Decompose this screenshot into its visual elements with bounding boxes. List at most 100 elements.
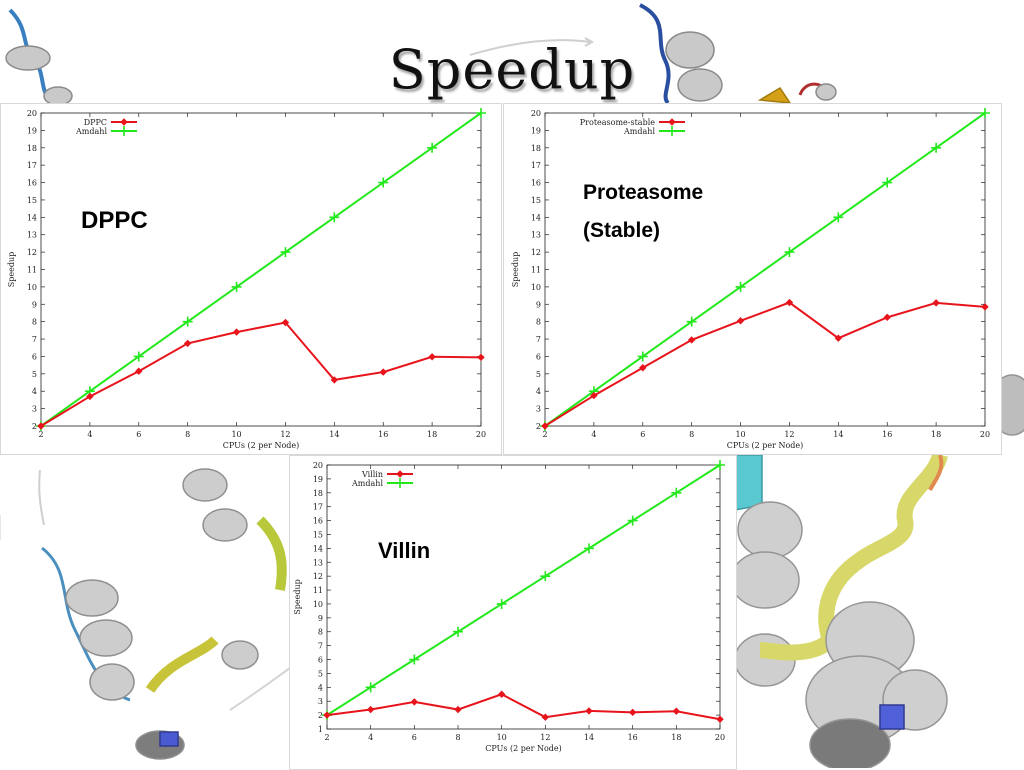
molecule-decoration-top-right [639,3,837,105]
series-amdahl [540,108,990,431]
legend-label: Villin [361,470,383,479]
x-axis-title: CPUs (2 per Node) [485,744,562,753]
data-point [932,299,940,307]
y-tick-label: 13 [27,231,37,240]
x-tick-label: 4 [591,430,596,439]
series-dppc [37,318,485,430]
data-point [329,212,340,223]
overlay-label-line: Villin [378,538,431,563]
molecule-decoration-bottom-left [41,468,287,760]
data-point [687,336,696,344]
x-axis-title: CPUs (2 per Node) [727,441,804,450]
y-tick-label: 12 [531,248,541,257]
x-tick-label: 20 [980,430,990,439]
data-point [497,690,506,698]
x-tick-label: 12 [280,430,290,439]
y-tick-label: 16 [27,179,37,188]
y-tick-label: 18 [531,144,541,153]
x-tick-label: 16 [628,733,638,742]
y-tick-label: 18 [27,144,37,153]
y-tick-label: 18 [313,489,323,498]
legend-label: Proteasome-stable [580,118,655,127]
y-tick-label: 17 [313,503,323,512]
plot-frame [326,464,721,730]
x-tick-label: 10 [735,430,745,439]
y-tick-label: 15 [27,196,37,205]
y-tick-label: 9 [318,614,323,623]
data-point [541,713,550,721]
x-tick-label: 6 [412,733,417,742]
y-tick-label: 16 [531,179,541,188]
dppc-overlay-label: DPPC [81,202,148,240]
y-tick-label: 14 [27,213,37,222]
y-tick-label: 3 [32,405,37,414]
y-tick-label: 20 [531,109,541,118]
series-amdahl [36,108,486,431]
y-tick-label: 2 [536,422,541,431]
x-tick-label: 12 [784,430,794,439]
legend-label: Amdahl [623,127,655,136]
data-point [378,177,389,188]
data-point [396,470,404,478]
y-tick-label: 8 [536,318,541,327]
y-axis-title: Speedup [7,252,16,287]
data-point [476,108,486,118]
series-villin [323,690,724,723]
legend-label: Amdahl [75,127,107,136]
y-tick-label: 6 [318,656,323,665]
data-point [453,626,463,637]
y-tick-label: 6 [536,352,541,361]
data-point [716,715,724,723]
y-tick-label: 10 [27,283,37,292]
x-tick-label: 18 [427,430,437,439]
x-tick-label: 20 [476,430,486,439]
series-line [40,321,482,427]
y-tick-label: 11 [531,266,541,275]
data-point [628,708,637,717]
overlay-label-line: DPPC [81,207,148,234]
x-tick-label: 8 [455,733,460,742]
y-tick-label: 1 [318,725,323,734]
x-tick-label: 18 [931,430,941,439]
overlay-label-line: Proteasome [583,181,704,204]
data-point [672,707,681,715]
y-tick-label: 12 [313,572,323,581]
y-tick-label: 15 [531,196,541,205]
chart-panel-proteasome: 2 4 6 8 10 12 14 16 18 20 2 3 4 5 6 7 8 9 10 11 12 13 14 15 16 17… [503,103,1002,455]
data-point [833,212,844,223]
data-point [585,707,593,715]
x-tick-label: 6 [136,430,141,439]
y-tick-label: 19 [313,475,323,484]
y-tick-label: 17 [531,161,541,170]
data-point [366,705,375,714]
data-point [981,303,989,311]
data-point [785,298,794,307]
y-tick-label: 20 [27,109,37,118]
data-point [667,126,677,136]
x-tick-label: 16 [882,430,892,439]
proteasome-overlay-label: Proteasome (Stable) [583,174,703,250]
data-point [428,353,436,361]
x-tick-label: 10 [231,430,241,439]
data-point [119,126,129,136]
y-tick-label: 9 [536,300,541,309]
x-tick-label: 2 [38,430,43,439]
series-line [326,464,721,716]
data-point [735,281,746,292]
x-tick-label: 8 [689,430,694,439]
molecule-decoration-top-left [5,8,73,106]
series-line [40,112,482,427]
y-tick-label: 13 [313,558,323,567]
data-point [280,247,291,258]
data-point [395,478,405,488]
y-tick-label: 19 [27,126,37,135]
x-tick-label: 4 [368,733,373,742]
series-proteasome-stable [541,298,989,430]
data-point [882,177,893,188]
y-tick-label: 2 [318,711,323,720]
y-tick-label: 6 [32,352,37,361]
